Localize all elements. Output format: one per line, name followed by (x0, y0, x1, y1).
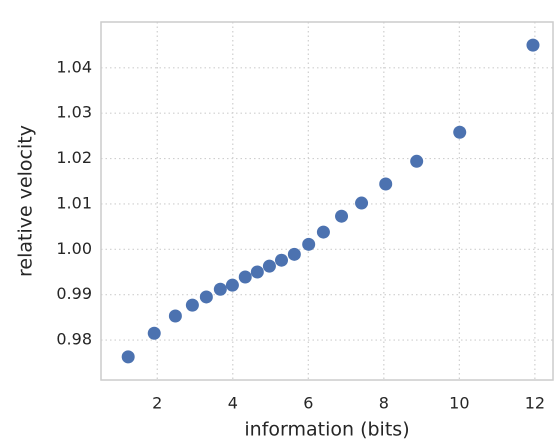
y-tick-label: 1.00 (56, 239, 92, 258)
y-tick-label: 1.01 (56, 193, 92, 212)
point (185, 298, 199, 312)
point (379, 177, 393, 191)
point (213, 282, 227, 296)
point (225, 278, 239, 292)
y-tick-label: 0.98 (56, 330, 92, 349)
point (121, 350, 135, 364)
x-tick-label: 12 (525, 394, 545, 413)
point (199, 290, 213, 304)
point (410, 154, 424, 168)
x-tick-label: 8 (379, 394, 389, 413)
x-tick-label: 10 (449, 394, 469, 413)
x-tick-label: 2 (152, 394, 162, 413)
point (302, 237, 316, 251)
point (168, 309, 182, 323)
plot-frame (100, 21, 554, 381)
point (453, 125, 467, 139)
point (274, 253, 288, 267)
point (262, 259, 276, 273)
point (250, 265, 264, 279)
y-tick-label: 0.99 (56, 284, 92, 303)
y-tick-label: 1.04 (56, 57, 92, 76)
x-axis-label: information (bits) (244, 419, 409, 441)
x-tick-label: 4 (228, 394, 238, 413)
point (316, 225, 330, 239)
y-axis-label: relative velocity (15, 125, 37, 277)
point (526, 38, 540, 52)
x-tick-label: 6 (303, 394, 313, 413)
point (147, 326, 161, 340)
y-tick-label: 1.03 (56, 103, 92, 122)
y-tick-label: 1.02 (56, 148, 92, 167)
point (355, 196, 369, 210)
point (335, 209, 349, 223)
point (287, 247, 301, 261)
point (238, 270, 252, 284)
